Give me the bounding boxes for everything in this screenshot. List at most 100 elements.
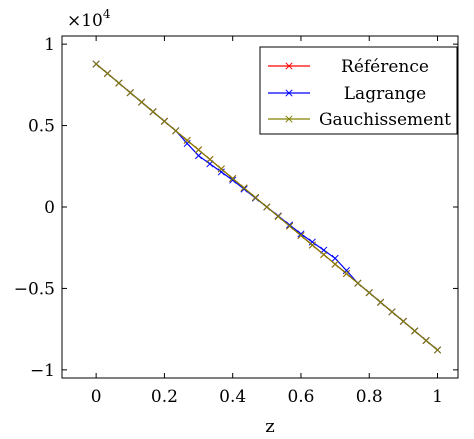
data-point-gauchissement bbox=[320, 251, 328, 259]
data-point-lagrange-stroke-b bbox=[297, 230, 305, 238]
y-multiplier-exponent: 4 bbox=[103, 7, 111, 21]
data-point-gauchissement-stroke-b bbox=[286, 222, 294, 230]
data-point-gauchissement-stroke-b bbox=[377, 298, 385, 306]
data-point-gauchissement bbox=[297, 231, 305, 240]
data-point-lagrange bbox=[217, 168, 225, 176]
data-point-gauchissement-stroke-b bbox=[274, 212, 282, 220]
data-point-gauchissement-stroke-b bbox=[411, 327, 419, 335]
data-point-gauchissement bbox=[160, 117, 168, 125]
data-point-lagrange-stroke-b bbox=[183, 139, 191, 148]
legend-entry-gauchissement: Gauchissement bbox=[268, 110, 451, 130]
x-tick-label: 0.6 bbox=[287, 387, 314, 407]
data-point-gauchissement-stroke-b bbox=[365, 289, 373, 297]
x-tick-label: 0.2 bbox=[151, 387, 178, 407]
data-point-gauchissement bbox=[126, 89, 134, 97]
legend-marker-lagrange bbox=[285, 89, 293, 97]
legend-entry-reference: Référence bbox=[268, 57, 429, 77]
legend-cross-lagrange-stroke-b bbox=[285, 89, 293, 97]
data-point-lagrange-stroke-b bbox=[240, 185, 248, 193]
legend-cross-reference bbox=[285, 62, 293, 70]
y-multiplier-base: ×10 bbox=[67, 11, 103, 31]
legend-label-reference: Référence bbox=[341, 57, 429, 77]
y-tick-label: 0.5 bbox=[28, 117, 55, 137]
data-point-gauchissement-stroke-b bbox=[92, 60, 100, 68]
data-point-gauchissement-stroke-b bbox=[149, 108, 157, 116]
data-point-lagrange bbox=[194, 152, 203, 160]
data-point-gauchissement-stroke-b bbox=[308, 241, 316, 249]
data-point-gauchissement bbox=[194, 146, 203, 154]
data-point-lagrange-stroke-b bbox=[342, 266, 351, 275]
data-point-gauchissement-stroke-b bbox=[217, 165, 225, 173]
y-multiplier-label: ×104 bbox=[67, 7, 111, 31]
y-tick-label: −1 bbox=[30, 361, 55, 381]
data-point-gauchissement-stroke-b bbox=[183, 136, 191, 144]
data-point-gauchissement-stroke-b bbox=[115, 79, 123, 87]
data-point-lagrange bbox=[308, 238, 316, 246]
data-point-lagrange-stroke-b bbox=[308, 238, 316, 246]
data-point-gauchissement bbox=[115, 79, 123, 87]
data-point-gauchissement bbox=[433, 346, 442, 354]
data-point-gauchissement-stroke-b bbox=[297, 231, 305, 240]
data-point-gauchissement-stroke-b bbox=[354, 279, 362, 287]
data-point-gauchissement-stroke-b bbox=[399, 317, 407, 325]
data-point-gauchissement bbox=[411, 327, 419, 335]
legend-label-lagrange: Lagrange bbox=[344, 84, 426, 104]
data-point-gauchissement bbox=[365, 289, 373, 297]
data-point-lagrange-stroke-b bbox=[331, 254, 339, 262]
legend-cross-gauchissement-stroke-b bbox=[285, 115, 293, 123]
data-point-gauchissement bbox=[217, 165, 225, 173]
plot-area bbox=[92, 60, 442, 354]
series-gauchissement bbox=[92, 60, 442, 354]
data-point-lagrange bbox=[229, 176, 237, 184]
legend-label-gauchissement: Gauchissement bbox=[319, 110, 451, 130]
data-point-lagrange bbox=[331, 254, 339, 262]
data-point-gauchissement bbox=[308, 241, 316, 249]
data-point-gauchissement-stroke-b bbox=[194, 146, 203, 154]
data-point-gauchissement bbox=[331, 260, 339, 268]
data-point-gauchissement-stroke-b bbox=[138, 98, 146, 106]
data-point-gauchissement-stroke-b bbox=[422, 336, 430, 345]
data-point-gauchissement bbox=[377, 298, 385, 306]
legend-marker-reference bbox=[285, 62, 293, 70]
data-point-gauchissement bbox=[399, 317, 407, 325]
data-point-gauchissement bbox=[274, 212, 282, 220]
data-point-gauchissement bbox=[172, 127, 180, 135]
data-point-gauchissement bbox=[251, 194, 260, 202]
data-point-gauchissement-stroke-b bbox=[103, 69, 112, 78]
data-point-lagrange-stroke-b bbox=[229, 176, 237, 184]
data-point-gauchissement bbox=[138, 98, 146, 106]
data-point-gauchissement bbox=[183, 136, 191, 144]
x-tick-label: 1 bbox=[432, 387, 443, 407]
data-point-lagrange-stroke-b bbox=[286, 221, 294, 229]
data-point-gauchissement-stroke-b bbox=[172, 127, 180, 135]
data-point-gauchissement-stroke-b bbox=[320, 251, 328, 259]
data-point-gauchissement bbox=[286, 222, 294, 230]
legend-entry-lagrange: Lagrange bbox=[268, 84, 426, 104]
y-tick-label: 0 bbox=[44, 198, 55, 218]
data-point-gauchissement bbox=[388, 308, 396, 316]
tick-labels: 0 0.2 0.4 0.6 0.8 1 −1 −0.5 0 0.5 1 bbox=[14, 35, 443, 407]
data-point-lagrange bbox=[297, 230, 305, 238]
legend-cross-reference-stroke-b bbox=[285, 62, 293, 70]
data-point-gauchissement-stroke-b bbox=[206, 155, 214, 163]
x-axis-label: z bbox=[265, 416, 274, 437]
legend-marker-gauchissement bbox=[285, 115, 293, 123]
data-point-gauchissement bbox=[354, 279, 362, 287]
axes bbox=[61, 35, 459, 379]
data-point-gauchissement bbox=[92, 60, 100, 68]
legend-cross-lagrange bbox=[285, 89, 293, 97]
data-point-lagrange-stroke-b bbox=[217, 168, 225, 176]
x-tick-label: 0.8 bbox=[356, 387, 383, 407]
data-point-gauchissement-stroke-b bbox=[331, 260, 339, 268]
y-tick-label: 1 bbox=[44, 35, 55, 55]
data-point-gauchissement-stroke-b bbox=[229, 174, 237, 183]
data-point-gauchissement-stroke-b bbox=[251, 194, 260, 202]
data-point-gauchissement-stroke-b bbox=[126, 89, 134, 97]
data-point-gauchissement-stroke-b bbox=[160, 117, 168, 125]
data-point-gauchissement-stroke-b bbox=[240, 184, 248, 192]
x-tick-label: 0 bbox=[91, 387, 102, 407]
data-point-gauchissement-stroke-b bbox=[263, 203, 271, 211]
legend-cross-gauchissement bbox=[285, 115, 293, 123]
legend: Référence Lagrange Gauchissement bbox=[259, 46, 458, 135]
